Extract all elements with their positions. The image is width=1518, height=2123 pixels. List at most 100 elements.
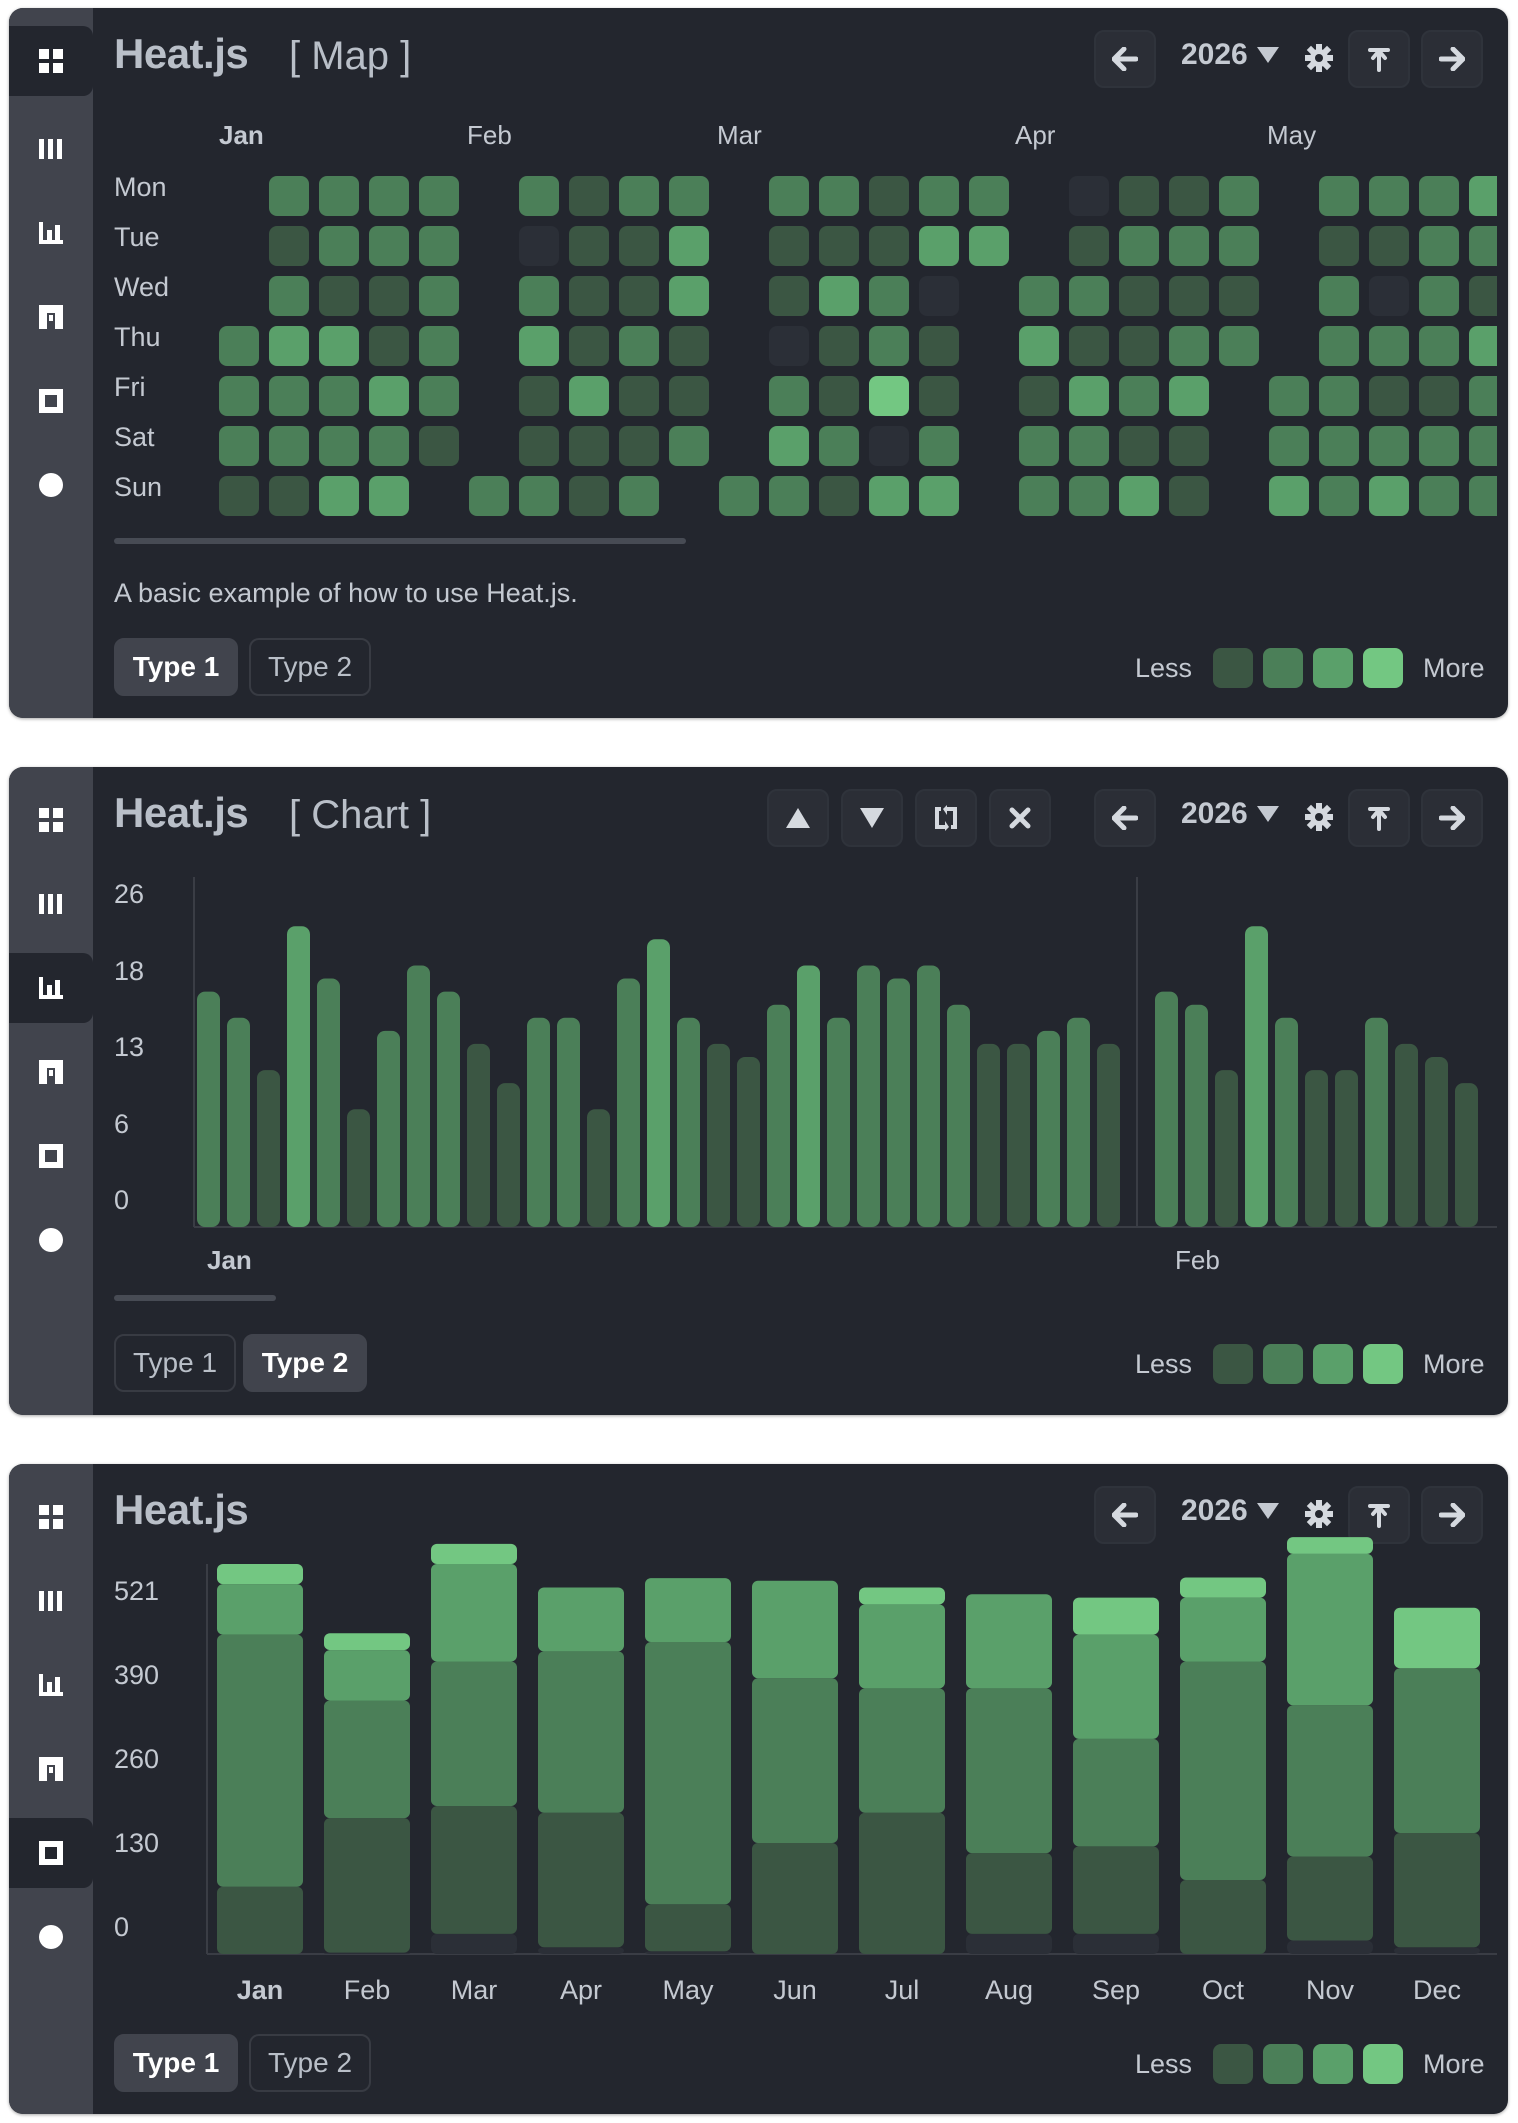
day-cell[interactable] (569, 326, 609, 366)
settings-button[interactable] (1305, 44, 1333, 77)
day-cell[interactable] (1019, 426, 1059, 466)
day-cell[interactable] (869, 476, 909, 516)
day-cell[interactable] (919, 376, 959, 416)
day-cell[interactable] (1019, 326, 1059, 366)
columns-view-button[interactable] (9, 114, 93, 184)
day-cell[interactable] (569, 226, 609, 266)
day-cell[interactable] (769, 276, 809, 316)
current-year-button[interactable] (1348, 789, 1410, 847)
day-cell[interactable] (1369, 376, 1409, 416)
day-cell[interactable] (319, 176, 359, 216)
day-cell[interactable] (1169, 226, 1209, 266)
days-view-button[interactable] (9, 282, 93, 352)
dot-view-button[interactable] (9, 450, 93, 520)
day-cell[interactable] (669, 276, 709, 316)
day-cell[interactable] (1319, 226, 1359, 266)
day-cell[interactable] (1119, 376, 1159, 416)
day-cell[interactable] (619, 276, 659, 316)
day-cell[interactable] (619, 376, 659, 416)
chart-view-button[interactable] (9, 198, 93, 268)
day-cell[interactable] (469, 476, 509, 516)
day-cell[interactable] (819, 376, 859, 416)
day-cell[interactable] (369, 476, 409, 516)
horizontal-scrollbar[interactable] (114, 538, 686, 544)
statistics-view-button[interactable] (9, 1121, 93, 1191)
day-cell[interactable] (369, 176, 409, 216)
day-cell[interactable] (1069, 226, 1109, 266)
day-cell[interactable] (1319, 176, 1359, 216)
day-cell[interactable] (1319, 376, 1359, 416)
day-cell[interactable] (219, 376, 259, 416)
type-2-button[interactable]: Type 2 (249, 2034, 371, 2092)
day-cell[interactable] (869, 176, 909, 216)
day-cell[interactable] (869, 326, 909, 366)
day-cell[interactable] (1169, 476, 1209, 516)
day-cell[interactable] (1069, 376, 1109, 416)
day-cell[interactable] (1169, 176, 1209, 216)
day-cell[interactable] (1319, 426, 1359, 466)
day-cell[interactable] (519, 176, 559, 216)
day-cell[interactable] (669, 326, 709, 366)
day-cell[interactable] (1419, 276, 1459, 316)
current-year-button[interactable] (1348, 1486, 1410, 1544)
day-cell[interactable] (569, 376, 609, 416)
day-cell[interactable] (1369, 476, 1409, 516)
day-cell[interactable] (1419, 376, 1459, 416)
day-cell[interactable] (369, 326, 409, 366)
settings-button[interactable] (1305, 1500, 1333, 1533)
map-view-button[interactable] (9, 26, 93, 96)
day-cell[interactable] (519, 326, 559, 366)
day-cell[interactable] (1469, 226, 1497, 266)
day-cell[interactable] (919, 326, 959, 366)
statistics-view-button[interactable] (9, 366, 93, 436)
day-cell[interactable] (969, 226, 1009, 266)
days-view-button[interactable] (9, 1734, 93, 1804)
day-cell[interactable] (1119, 276, 1159, 316)
day-cell[interactable] (1219, 276, 1259, 316)
day-cell[interactable] (819, 326, 859, 366)
day-cell[interactable] (569, 426, 609, 466)
day-cell[interactable] (1469, 276, 1497, 316)
day-cell[interactable] (569, 476, 609, 516)
type-1-button[interactable]: Type 1 (114, 1334, 236, 1392)
day-cell[interactable] (219, 426, 259, 466)
day-cell[interactable] (1119, 176, 1159, 216)
close-button[interactable] (989, 789, 1051, 847)
day-cell[interactable] (269, 426, 309, 466)
day-cell[interactable] (1169, 426, 1209, 466)
day-cell[interactable] (1119, 476, 1159, 516)
year-selector[interactable]: 2026 (1181, 797, 1280, 831)
next-year-button[interactable] (1421, 1486, 1483, 1544)
day-cell[interactable] (769, 176, 809, 216)
day-cell[interactable] (269, 226, 309, 266)
day-cell[interactable] (569, 276, 609, 316)
day-cell[interactable] (519, 376, 559, 416)
day-cell[interactable] (1369, 176, 1409, 216)
day-cell[interactable] (919, 276, 959, 316)
day-cell[interactable] (1419, 226, 1459, 266)
year-selector[interactable]: 2026 (1181, 38, 1280, 72)
day-cell[interactable] (919, 226, 959, 266)
map-view-button[interactable] (9, 1482, 93, 1552)
day-cell[interactable] (1369, 276, 1409, 316)
statistics-view-button[interactable] (9, 1818, 93, 1888)
day-cell[interactable] (369, 226, 409, 266)
day-cell[interactable] (319, 426, 359, 466)
day-cell[interactable] (1469, 326, 1497, 366)
day-cell[interactable] (769, 326, 809, 366)
day-cell[interactable] (269, 326, 309, 366)
day-cell[interactable] (1369, 426, 1409, 466)
day-cell[interactable] (419, 176, 459, 216)
day-cell[interactable] (1369, 226, 1409, 266)
day-cell[interactable] (1019, 376, 1059, 416)
day-cell[interactable] (1219, 326, 1259, 366)
day-cell[interactable] (619, 476, 659, 516)
day-cell[interactable] (819, 476, 859, 516)
columns-view-button[interactable] (9, 1566, 93, 1636)
settings-button[interactable] (1305, 803, 1333, 836)
previous-year-button[interactable] (1094, 30, 1156, 88)
type-1-button[interactable]: Type 1 (114, 2034, 238, 2092)
day-cell[interactable] (319, 226, 359, 266)
day-cell[interactable] (269, 276, 309, 316)
day-cell[interactable] (1469, 176, 1497, 216)
